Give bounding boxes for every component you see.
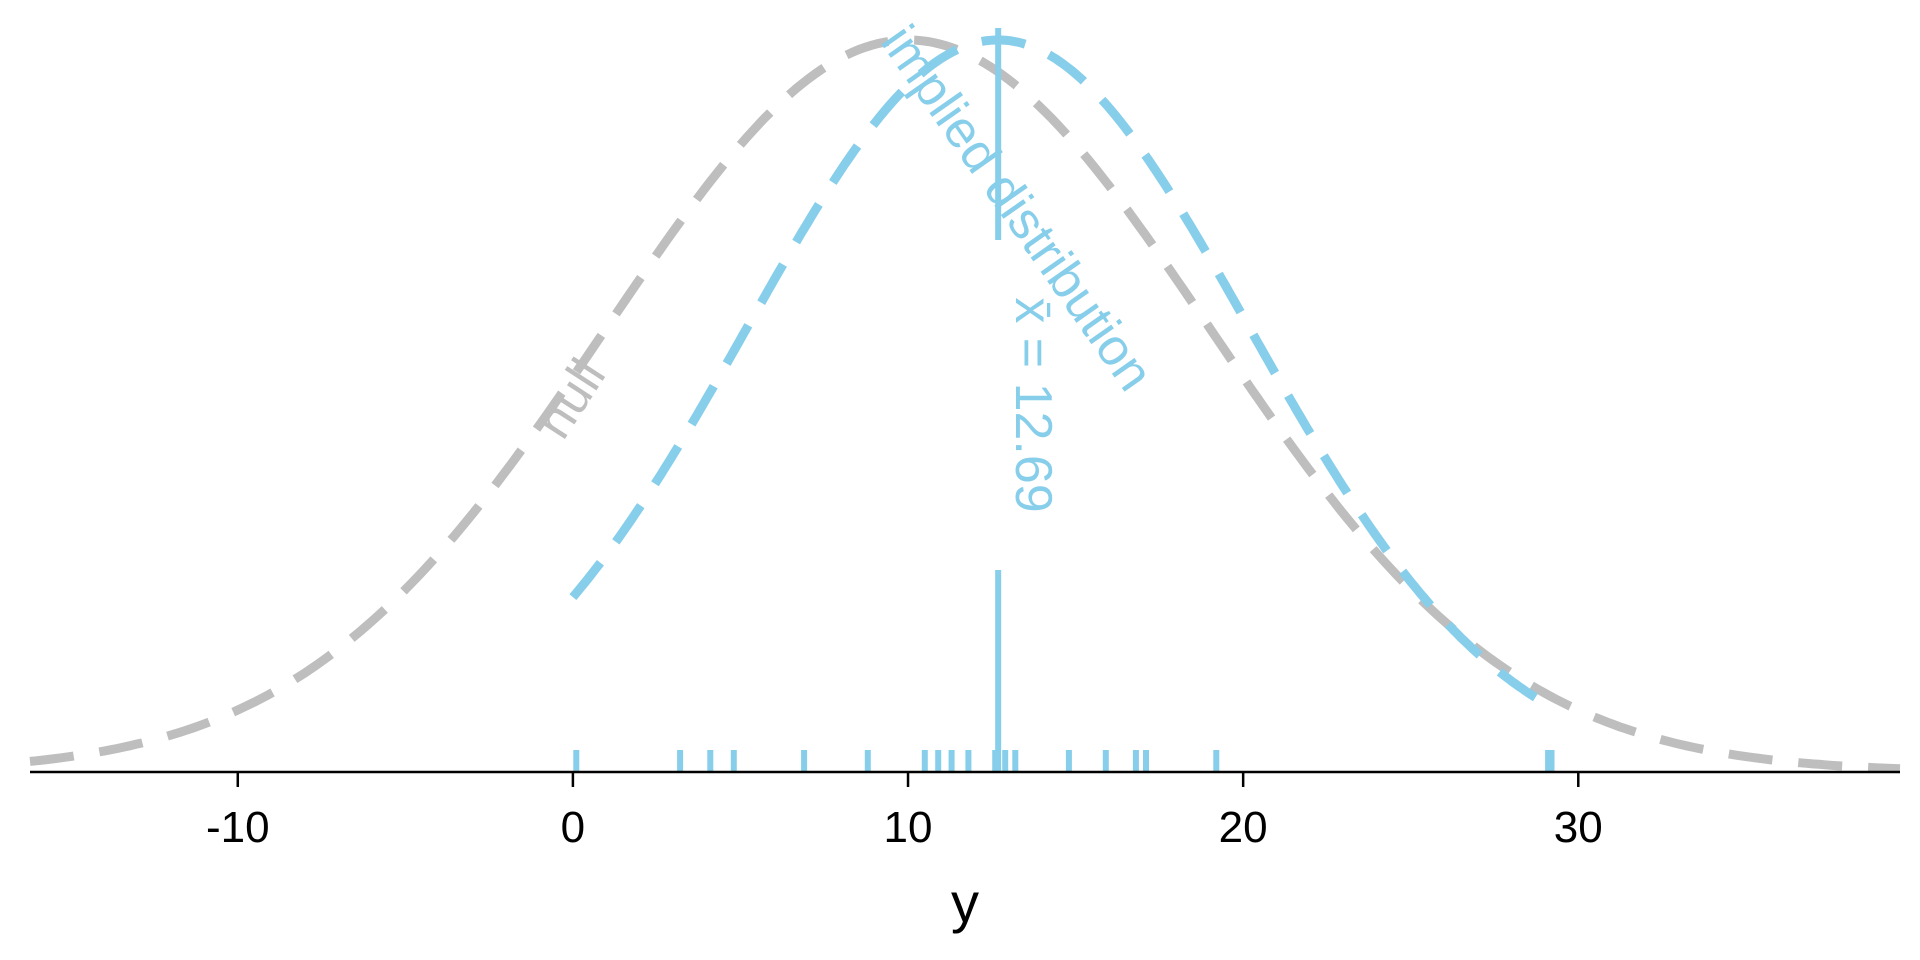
x-tick-label: -10 [206, 803, 270, 852]
curves-layer [29, 35, 1901, 774]
x-tick-label: 10 [884, 803, 933, 852]
x-tick-label: 20 [1219, 803, 1268, 852]
mean-value-label: x̄ = 12.69 [1004, 297, 1062, 512]
rug-layer [573, 750, 1555, 772]
x-tick-label: 30 [1554, 803, 1603, 852]
x-tick-label: 0 [561, 803, 585, 852]
x-axis-title: y [951, 871, 979, 934]
series-implied-distribution-curve [569, 35, 1554, 711]
x-axis: -10 0 10 20 30 [30, 770, 1900, 852]
null-curve-label: null [524, 349, 617, 448]
